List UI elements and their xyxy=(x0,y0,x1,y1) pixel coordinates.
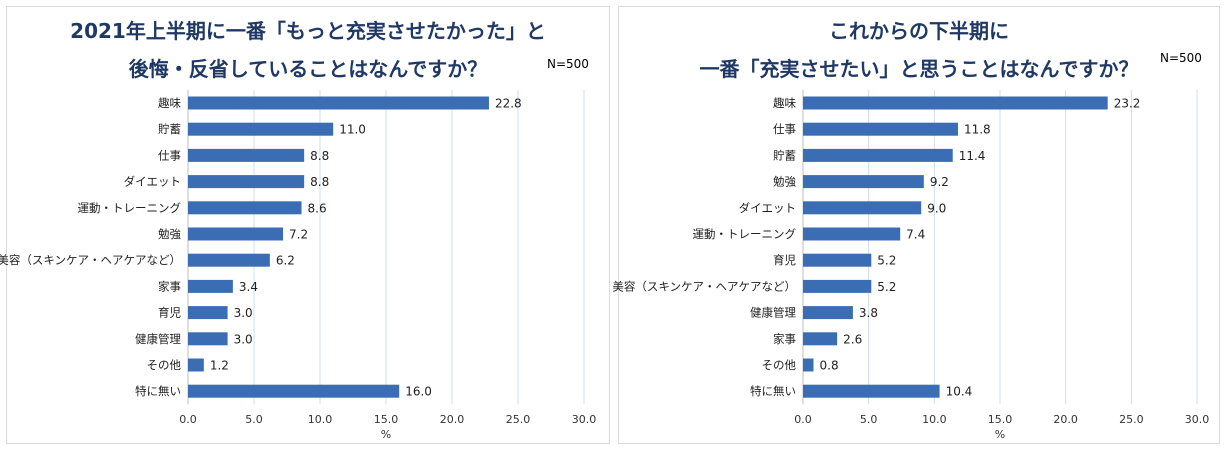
bar xyxy=(803,384,940,398)
bar xyxy=(188,175,305,189)
data-label: 23.2 xyxy=(1114,97,1141,111)
data-label: 0.8 xyxy=(820,359,839,373)
category-label: 家事 xyxy=(158,279,181,293)
data-label: 7.4 xyxy=(906,228,925,242)
x-tick-label: 15.0 xyxy=(988,413,1013,426)
bar xyxy=(188,253,270,267)
x-tick-label: 25.0 xyxy=(1119,413,1144,426)
data-label: 8.6 xyxy=(308,201,327,215)
data-label: 9.2 xyxy=(930,175,949,189)
category-label: ダイエット xyxy=(739,201,796,215)
x-tick-label: 5.0 xyxy=(245,413,263,426)
x-tick-label: 25.0 xyxy=(506,413,531,426)
data-label: 9.0 xyxy=(927,201,946,215)
chart-title-line-2: 一番「充実させたい」と思うことはなんですか？ xyxy=(699,57,1139,81)
bar xyxy=(803,306,853,320)
data-label: 8.8 xyxy=(310,175,329,189)
x-tick-label: 10.0 xyxy=(922,413,947,426)
chart-title-line-2: 後悔・反省していることはなんですか？ xyxy=(128,57,488,81)
data-label: 1.2 xyxy=(210,359,229,373)
category-label: 貯蓄 xyxy=(158,122,181,136)
bar xyxy=(803,279,872,293)
data-label: 5.2 xyxy=(877,254,896,268)
sample-size-note: N=500 xyxy=(547,57,589,71)
bar xyxy=(803,227,901,241)
bar xyxy=(188,306,228,320)
chart-panel-left: 2021年上半期に一番「もっと充実させたかった」と 後悔・反省していることはなん… xyxy=(0,6,610,444)
x-tick-label: 20.0 xyxy=(1053,413,1078,426)
category-label: 運動・トレーニング xyxy=(693,227,797,241)
data-label: 5.2 xyxy=(877,280,896,294)
data-label: 11.0 xyxy=(339,123,366,137)
bar xyxy=(188,201,302,215)
bar xyxy=(188,227,284,241)
x-tick-label: 15.0 xyxy=(374,413,399,426)
category-label: 育児 xyxy=(158,306,181,320)
category-label: 特に無い xyxy=(750,384,796,398)
bar xyxy=(188,279,233,293)
chart-panel-right: これからの下半期に 一番「充実させたい」と思うことはなんですか？ N=500 0… xyxy=(612,6,1220,444)
bar xyxy=(803,332,838,346)
data-label: 22.8 xyxy=(495,97,522,111)
category-label: 趣味 xyxy=(773,96,796,110)
category-label: 仕事 xyxy=(158,148,181,162)
data-label: 3.0 xyxy=(234,332,253,346)
bar xyxy=(188,332,228,346)
x-tick-label: 20.0 xyxy=(440,413,465,426)
x-tick-label: 0.0 xyxy=(179,413,197,426)
category-label: ダイエット xyxy=(124,175,181,189)
x-tick-label: 5.0 xyxy=(860,413,878,426)
x-tick-label: 30.0 xyxy=(1185,413,1210,426)
data-label: 3.8 xyxy=(859,306,878,320)
bar-chart-left: 0.0 5.0 10.0 15.0 20.0 25.0 30.0% 趣味 22.8 貯蓄 11.0 仕… xyxy=(0,89,597,441)
data-label: 3.0 xyxy=(234,306,253,320)
category-label: 運動・トレーニング xyxy=(78,201,182,215)
bar xyxy=(803,175,924,189)
category-label: 勉強 xyxy=(773,175,796,189)
bar xyxy=(188,122,334,136)
category-label: その他 xyxy=(147,358,182,372)
bar-chart-right: 0.0 5.0 10.0 15.0 20.0 25.0 30.0% 趣味 23.2 仕事 11.8 貯… xyxy=(612,89,1210,441)
x-tick-label: 30.0 xyxy=(572,413,597,426)
bar xyxy=(803,253,872,267)
category-label: 美容（スキンケア・ヘアケアなど） xyxy=(612,279,796,293)
category-label: 美容（スキンケア・ヘアケアなど） xyxy=(0,253,181,267)
category-label: 趣味 xyxy=(158,96,181,110)
data-label: 16.0 xyxy=(405,385,432,399)
bar xyxy=(188,384,400,398)
x-axis-title: % xyxy=(995,428,1005,441)
category-label: 家事 xyxy=(773,332,796,346)
bar xyxy=(803,96,1108,110)
data-label: 7.2 xyxy=(289,228,308,242)
bar xyxy=(803,201,922,215)
category-label: 貯蓄 xyxy=(773,148,796,162)
category-label: 勉強 xyxy=(158,227,181,241)
data-label: 11.4 xyxy=(959,149,986,163)
data-label: 11.8 xyxy=(964,123,991,137)
bar xyxy=(803,122,958,136)
sample-size-note: N=500 xyxy=(1160,51,1202,65)
x-tick-label: 0.0 xyxy=(794,413,812,426)
category-label: 健康管理 xyxy=(135,332,181,346)
category-label: 育児 xyxy=(773,253,796,267)
category-label: 仕事 xyxy=(773,122,796,136)
data-label: 6.2 xyxy=(276,254,295,268)
chart-title-line-1: 2021年上半期に一番「もっと充実させたかった」と xyxy=(70,19,546,43)
bar xyxy=(188,148,305,162)
bar xyxy=(803,358,814,372)
category-label: その他 xyxy=(762,358,797,372)
category-label: 特に無い xyxy=(135,384,181,398)
bar xyxy=(188,358,204,372)
data-label: 8.8 xyxy=(310,149,329,163)
bar xyxy=(188,96,489,110)
chart-title-line-1: これからの下半期に xyxy=(829,19,1009,43)
x-tick-label: 10.0 xyxy=(308,413,333,426)
bar xyxy=(803,148,953,162)
data-label: 10.4 xyxy=(946,385,973,399)
category-label: 健康管理 xyxy=(750,306,796,320)
data-label: 2.6 xyxy=(843,332,862,346)
data-label: 3.4 xyxy=(239,280,258,294)
x-axis-title: % xyxy=(381,428,391,441)
